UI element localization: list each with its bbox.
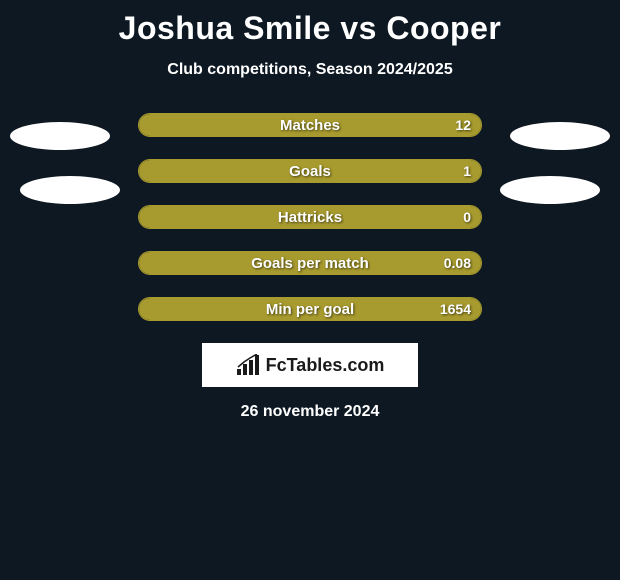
brand-logo: FcTables.com xyxy=(202,343,418,387)
stat-value: 1654 xyxy=(440,298,471,320)
stats-rows: Matches12 Goals1 Hattricks0 Goals per match… xyxy=(138,113,482,321)
bar-chart-icon xyxy=(236,354,262,376)
decorative-ellipse xyxy=(10,122,110,150)
stat-value: 0 xyxy=(463,206,471,228)
stat-row: Goals1 xyxy=(138,159,482,183)
stat-label: Min per goal xyxy=(139,298,481,320)
stat-row: Hattricks0 xyxy=(138,205,482,229)
stat-value: 12 xyxy=(455,114,471,136)
stat-label: Goals xyxy=(139,160,481,182)
stat-row: Goals per match0.08 xyxy=(138,251,482,275)
page-title: Joshua Smile vs Cooper xyxy=(0,0,620,47)
stat-row: Min per goal1654 xyxy=(138,297,482,321)
stat-value: 0.08 xyxy=(444,252,471,274)
stat-label: Matches xyxy=(139,114,481,136)
subtitle: Club competitions, Season 2024/2025 xyxy=(0,61,620,79)
stat-label: Hattricks xyxy=(139,206,481,228)
stat-row: Matches12 xyxy=(138,113,482,137)
stat-label: Goals per match xyxy=(139,252,481,274)
decorative-ellipse xyxy=(500,176,600,204)
stat-value: 1 xyxy=(463,160,471,182)
decorative-ellipse xyxy=(510,122,610,150)
date-text: 26 november 2024 xyxy=(0,403,620,421)
brand-text: FcTables.com xyxy=(266,355,385,376)
decorative-ellipse xyxy=(20,176,120,204)
